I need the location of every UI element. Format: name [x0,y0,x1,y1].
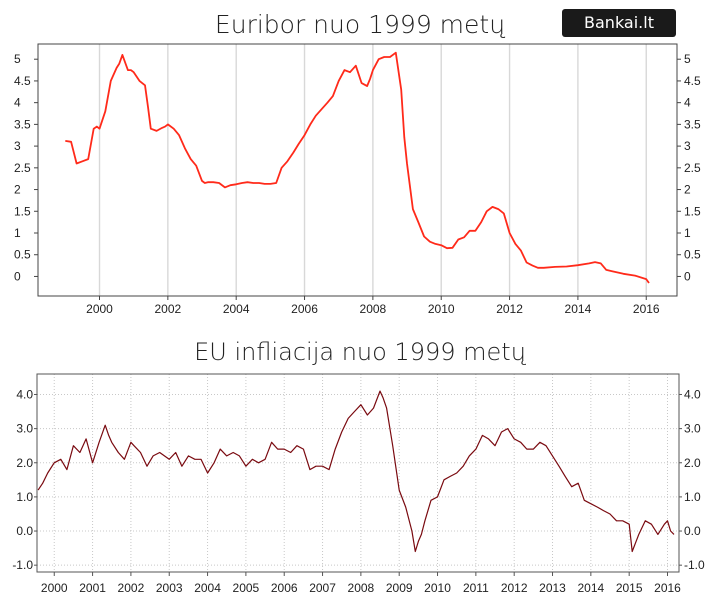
x-tick-label: 2006 [271,581,298,595]
y-tick-label-right: 0 [684,269,691,283]
y-tick-label-right: 3.0 [684,422,701,436]
plot-frame [37,43,678,297]
x-tick-label: 2002 [118,581,145,595]
x-tick-label: 2008 [348,581,375,595]
x-tick-label: 2010 [428,302,455,316]
y-tick-label-left: 1.5 [14,204,31,218]
y-tick-label-right: 2 [684,183,691,197]
x-tick-label: 2012 [501,581,528,595]
bankai-logo-badge[interactable]: Bankai.lt [562,9,676,37]
x-tick-label: 2007 [309,581,336,595]
x-tick-label: 2001 [79,581,106,595]
x-tick-label: 2012 [496,302,523,316]
y-tick-label-right: 1.5 [684,204,701,218]
y-tick-label-right: 2.0 [684,456,701,470]
x-tick-label: 2004 [223,302,250,316]
y-tick-label-left: 2.5 [14,161,31,175]
x-tick-label: 2008 [360,302,387,316]
x-tick-label: 2016 [633,302,660,316]
y-tick-label-right: 5 [684,52,691,66]
y-tick-label-left: 2.0 [16,456,33,470]
x-tick-label: 2000 [86,302,113,316]
y-tick-label-left: 4.0 [16,387,33,401]
x-tick-label: 2000 [41,581,68,595]
x-tick-label: 2006 [291,302,318,316]
x-tick-label: 2016 [654,581,681,595]
y-tick-label-left: 3.0 [16,422,33,436]
plot-frame [36,373,680,573]
y-tick-label-left: 0.5 [14,248,31,262]
x-tick-label: 2009 [386,581,413,595]
y-tick-label-right: 4.5 [684,74,701,88]
y-tick-label-left: 2 [14,183,21,197]
x-tick-label: 2004 [194,581,221,595]
y-tick-label-right: 1 [684,226,691,240]
y-tick-label-left: 1.0 [16,490,33,504]
y-tick-label-left: -1.0 [12,558,33,572]
x-tick-label: 2013 [539,581,566,595]
y-tick-label-right: 0.0 [684,524,701,538]
y-tick-label-right: 3.5 [684,117,701,131]
x-tick-label: 2003 [156,581,183,595]
y-tick-label-left: 4.5 [14,74,31,88]
y-tick-label-left: 5 [14,52,21,66]
y-tick-label-left: 3 [14,139,21,153]
y-tick-label-left: 1 [14,226,21,240]
euribor-series-line [65,51,650,284]
x-tick-label: 2010 [424,581,451,595]
y-tick-label-right: 0.5 [684,248,701,262]
x-tick-label: 2014 [577,581,604,595]
y-tick-label-right: 1.0 [684,490,701,504]
y-tick-label-left: 0 [14,269,21,283]
euribor-chart-title: Euribor nuo 1999 metų [214,10,506,39]
y-tick-label-left: 3.5 [14,117,31,131]
y-tick-label-right: 4.0 [684,387,701,401]
x-tick-label: 2015 [616,581,643,595]
y-tick-label-right: 4 [684,96,691,110]
y-tick-label-right: -1.0 [684,558,705,572]
x-tick-label: 2011 [463,581,489,595]
y-tick-label-right: 3 [684,139,691,153]
y-tick-label-left: 0.0 [16,524,33,538]
inflation-chart-title: EU infliacija nuo 1999 metų [194,338,526,366]
inflation-series-line [37,390,675,553]
x-tick-label: 2002 [154,302,181,316]
x-tick-label: 2005 [233,581,260,595]
y-tick-label-right: 2.5 [684,161,701,175]
x-tick-label: 2014 [565,302,592,316]
y-tick-label-left: 4 [14,96,21,110]
